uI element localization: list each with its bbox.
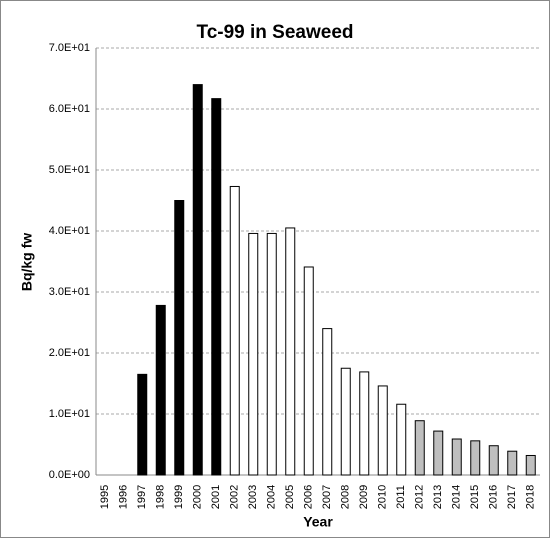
bar <box>266 232 277 476</box>
bar <box>211 98 222 476</box>
x-tick-label: 2005 <box>284 485 296 509</box>
x-tick-label: 2013 <box>432 485 444 509</box>
bar <box>451 438 462 476</box>
x-tick-label: 1997 <box>136 485 148 509</box>
bar <box>192 84 203 476</box>
x-tick-label: 2001 <box>210 485 222 509</box>
x-tick-label: 2012 <box>414 485 426 509</box>
bar <box>525 454 536 476</box>
bar <box>396 403 407 476</box>
x-tick-label: 2009 <box>358 485 370 509</box>
bar <box>488 445 499 476</box>
y-tick-label: 1.0E+01 <box>49 408 90 420</box>
bar <box>174 200 185 476</box>
bar <box>303 266 314 476</box>
x-tick-label: 2014 <box>451 485 463 509</box>
bar <box>248 232 259 476</box>
x-tick-label: 2006 <box>303 485 315 509</box>
y-tick-label: 2.0E+01 <box>49 347 90 359</box>
x-tick-label: 2011 <box>395 485 407 509</box>
bar <box>155 304 166 476</box>
x-tick-label: 2002 <box>229 485 241 509</box>
bar <box>285 227 296 476</box>
bar <box>229 185 240 476</box>
y-axis-label: Bq/kg fw <box>19 233 35 291</box>
bar <box>414 420 425 476</box>
bar <box>359 371 370 476</box>
bar <box>322 328 333 476</box>
x-tick-label: 1996 <box>118 485 130 509</box>
x-axis-label: Year <box>303 514 333 530</box>
x-tick-label: 1995 <box>99 485 111 509</box>
x-tick-label: 2018 <box>525 485 537 509</box>
x-tick-label: 2016 <box>488 485 500 509</box>
y-tick-label: 3.0E+01 <box>49 286 90 298</box>
x-tick-label: 2015 <box>469 485 481 509</box>
x-tick-label: 2003 <box>247 485 259 509</box>
bar <box>470 440 481 476</box>
y-tick-label: 4.0E+01 <box>49 225 90 237</box>
bar <box>507 450 518 476</box>
y-tick-label: 5.0E+01 <box>49 164 90 176</box>
y-tick-label: 0.0E+00 <box>49 469 90 481</box>
x-tick-label: 2010 <box>377 485 389 509</box>
bar <box>433 430 444 476</box>
x-tick-label: 2007 <box>321 485 333 509</box>
y-tick-label: 6.0E+01 <box>49 103 90 115</box>
y-tick-label: 7.0E+01 <box>49 42 90 54</box>
chart-title: Tc-99 in Seaweed <box>197 22 354 43</box>
x-tick-label: 2008 <box>340 485 352 509</box>
x-tick-label: 1998 <box>155 485 167 509</box>
x-tick-label: 2000 <box>192 485 204 509</box>
x-tick-label: 2004 <box>266 485 278 509</box>
x-tick-label: 2017 <box>506 485 518 509</box>
bar <box>137 373 148 476</box>
x-tick-label: 1999 <box>173 485 185 509</box>
bar <box>340 367 351 476</box>
bar <box>377 385 388 476</box>
